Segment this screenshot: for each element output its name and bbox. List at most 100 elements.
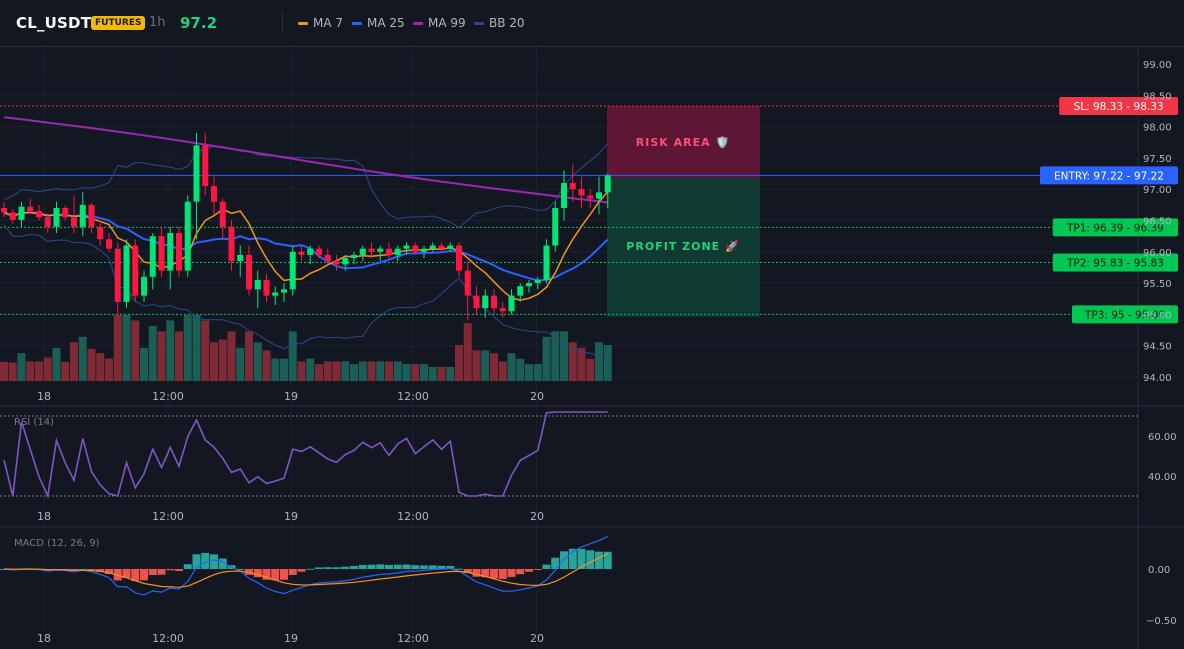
- candle-body[interactable]: [123, 245, 130, 302]
- trade-levels: SL: 98.33 - 98.33 ENTRY: 97.22 - 97.22 TP1…: [0, 96, 1178, 324]
- candle-body[interactable]: [421, 248, 427, 252]
- candle-body[interactable]: [289, 251, 296, 290]
- price-axis-tick: 98.50: [1143, 91, 1172, 102]
- candle-body[interactable]: [88, 204, 95, 227]
- candle-body[interactable]: [97, 226, 104, 240]
- candle-body[interactable]: [27, 206, 34, 212]
- candle-body[interactable]: [517, 286, 524, 296]
- candle-body[interactable]: [578, 189, 585, 196]
- chart-header: CL_USDT FUTURES 1h 97.2 MA 7 MA 25 MA 99…: [0, 0, 1184, 47]
- candle-body[interactable]: [508, 295, 515, 312]
- candle-body[interactable]: [447, 245, 454, 249]
- candle-body[interactable]: [429, 245, 436, 249]
- candle-body[interactable]: [237, 254, 244, 262]
- level-label-bg[interactable]: [1052, 218, 1178, 237]
- candle-body[interactable]: [1, 207, 7, 213]
- level-label: ENTRY: 97.22 - 97.22: [1054, 170, 1164, 182]
- candle-body[interactable]: [412, 245, 419, 252]
- candle-body[interactable]: [403, 245, 410, 249]
- candle-body[interactable]: [202, 145, 209, 187]
- candle-body[interactable]: [281, 289, 287, 293]
- chart-canvas[interactable]: RISK AREA 🛡️ PROFIT ZONE 🚀 SL: 98.33 - 9…: [0, 46, 1184, 649]
- candle-body[interactable]: [333, 261, 340, 265]
- candle-body[interactable]: [246, 254, 252, 290]
- risk-area-zone[interactable]: [607, 106, 760, 178]
- macd-hist-bar: [236, 568, 245, 570]
- level-label-bg[interactable]: [1040, 166, 1178, 185]
- candle-body[interactable]: [386, 248, 392, 255]
- candle-body[interactable]: [569, 182, 576, 190]
- candle-body[interactable]: [263, 279, 270, 296]
- timeframe-label[interactable]: 1h: [149, 15, 166, 30]
- candle-body[interactable]: [394, 248, 401, 255]
- candle-body[interactable]: [211, 186, 217, 202]
- candle-body[interactable]: [149, 236, 156, 277]
- candle-body[interactable]: [561, 182, 567, 208]
- candle-body[interactable]: [272, 292, 279, 296]
- candle-body[interactable]: [438, 245, 445, 249]
- candle-body[interactable]: [596, 192, 602, 199]
- profit-zone[interactable]: [607, 178, 760, 317]
- time-axis-tick: 12:00: [397, 390, 429, 403]
- volume-bar: [446, 366, 455, 381]
- candle-body[interactable]: [534, 279, 541, 284]
- candle-body[interactable]: [141, 276, 147, 296]
- candle-body[interactable]: [18, 206, 25, 220]
- candle-body[interactable]: [106, 239, 112, 249]
- candle-body[interactable]: [36, 211, 42, 218]
- candle-body[interactable]: [254, 279, 261, 290]
- candle-body[interactable]: [228, 226, 235, 262]
- volume-bar: [603, 345, 612, 381]
- candle-body[interactable]: [158, 236, 165, 271]
- candle-body[interactable]: [298, 251, 305, 255]
- legend-ma25[interactable]: MA 25: [352, 16, 405, 30]
- candle-body[interactable]: [132, 245, 139, 296]
- candle-body[interactable]: [53, 207, 60, 227]
- candle-body[interactable]: [464, 270, 471, 296]
- candle-body[interactable]: [316, 248, 322, 255]
- time-axis-tick: 19: [284, 390, 298, 403]
- volume-bar: [385, 361, 393, 381]
- candle-body[interactable]: [526, 283, 532, 287]
- candle-body[interactable]: [44, 217, 51, 227]
- candle-body[interactable]: [9, 212, 16, 220]
- candle-body[interactable]: [193, 145, 200, 202]
- candle-body[interactable]: [342, 258, 349, 265]
- level-label-bg[interactable]: [1052, 253, 1178, 272]
- candle-body[interactable]: [167, 233, 174, 271]
- candle-body[interactable]: [552, 207, 559, 246]
- legend-bb20[interactable]: BB 20: [474, 16, 525, 30]
- candle-body[interactable]: [219, 201, 226, 227]
- candle-body[interactable]: [184, 201, 191, 271]
- candle-body[interactable]: [604, 175, 611, 193]
- candle-body[interactable]: [359, 248, 366, 255]
- candle-body[interactable]: [482, 295, 489, 309]
- macd-hist-bar: [271, 569, 280, 581]
- symbol-name[interactable]: CL_USDT: [16, 14, 92, 32]
- rsi-title: RSI (14): [14, 417, 54, 428]
- candle-body[interactable]: [114, 248, 121, 302]
- candle-body[interactable]: [307, 248, 314, 255]
- candle-body[interactable]: [499, 308, 506, 312]
- candle-body[interactable]: [176, 233, 182, 271]
- candle-body[interactable]: [62, 207, 69, 218]
- ma7-line: [3, 191, 609, 301]
- candle-body[interactable]: [456, 245, 462, 271]
- candle-body[interactable]: [79, 204, 86, 227]
- candle-body[interactable]: [543, 245, 550, 280]
- candle-body[interactable]: [491, 295, 497, 309]
- candle-body[interactable]: [368, 248, 375, 252]
- candle-body[interactable]: [587, 195, 594, 199]
- legend-ma7[interactable]: MA 7: [298, 16, 343, 30]
- macd-hist-bar: [490, 569, 498, 579]
- legend-ma99[interactable]: MA 99: [413, 16, 466, 30]
- volume-bar: [35, 361, 43, 381]
- level-label-bg[interactable]: [1059, 96, 1178, 115]
- candle-body[interactable]: [71, 217, 77, 227]
- level-label-bg[interactable]: [1072, 305, 1178, 324]
- candle-body[interactable]: [377, 248, 384, 252]
- volume-bar: [280, 358, 288, 381]
- candle-body[interactable]: [324, 254, 331, 262]
- candle-body[interactable]: [473, 295, 480, 309]
- candle-body[interactable]: [351, 254, 357, 259]
